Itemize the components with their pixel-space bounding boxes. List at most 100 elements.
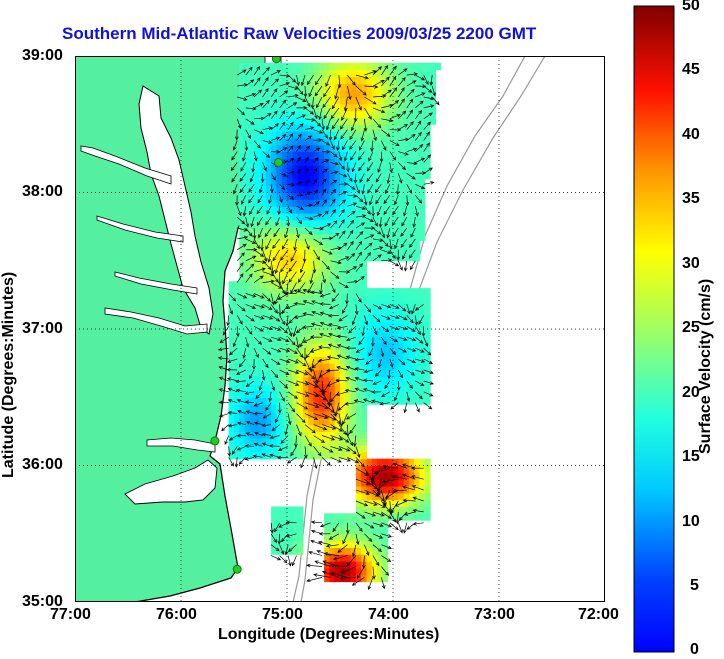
- velocity-cell: [313, 260, 320, 269]
- velocity-cell: [345, 404, 352, 412]
- velocity-vector: [397, 522, 403, 534]
- velocity-cell: [281, 363, 288, 371]
- velocity-cell: [414, 342, 421, 351]
- velocity-cell: [255, 158, 262, 166]
- velocity-cell: [271, 506, 277, 514]
- velocity-cell: [265, 363, 272, 371]
- velocity-cell: [239, 404, 246, 412]
- velocity-cell: [393, 499, 399, 507]
- velocity-cell: [419, 342, 426, 351]
- velocity-cell: [361, 574, 368, 583]
- velocity-cell: [234, 342, 240, 351]
- velocity-cell: [228, 329, 235, 337]
- velocity-cell: [265, 137, 272, 146]
- velocity-cell: [398, 322, 405, 330]
- velocity-cell: [329, 424, 336, 432]
- velocity-cell: [239, 397, 246, 405]
- velocity-cell: [382, 363, 389, 371]
- velocity-vector: [364, 205, 371, 215]
- velocity-vector: [228, 435, 238, 441]
- velocity-cell: [329, 281, 336, 289]
- velocity-cell: [329, 513, 336, 521]
- velocity-vector: [314, 74, 323, 86]
- velocity-vector: [322, 96, 331, 109]
- velocity-cell: [302, 226, 309, 234]
- velocity-cell: [244, 274, 251, 282]
- velocity-cell: [361, 110, 368, 118]
- velocity-vector: [321, 178, 327, 185]
- colorbar-tick-label: 30: [682, 255, 700, 272]
- velocity-cell: [361, 465, 368, 473]
- velocity-cell: [287, 185, 293, 194]
- velocity-cell: [318, 260, 325, 269]
- velocity-vector: [364, 85, 379, 89]
- velocity-cell: [308, 137, 315, 146]
- velocity-vector: [245, 129, 252, 140]
- velocity-cell: [361, 192, 368, 200]
- velocity-cell: [324, 144, 330, 153]
- velocity-vector: [287, 133, 294, 141]
- velocity-vector: [304, 145, 311, 152]
- velocity-cell: [355, 110, 362, 118]
- velocity-cell: [276, 219, 283, 228]
- velocity-cell: [340, 103, 346, 112]
- velocity-vector: [347, 252, 356, 262]
- velocity-cell: [377, 472, 383, 480]
- velocity-cell: [287, 131, 293, 139]
- velocity-vector: [330, 151, 338, 158]
- velocity-cell: [249, 424, 256, 432]
- velocity-cell: [244, 165, 251, 173]
- velocity-cell: [313, 226, 320, 234]
- velocity-cell: [318, 390, 325, 398]
- velocity-vector: [271, 149, 281, 154]
- velocity-cell: [419, 390, 426, 398]
- velocity-vector: [395, 511, 400, 525]
- velocity-vector: [344, 388, 356, 393]
- velocity-vector: [412, 217, 416, 228]
- velocity-cell: [382, 526, 389, 535]
- velocity-cell: [355, 240, 362, 248]
- velocity-cell: [414, 97, 421, 105]
- velocity-vector: [270, 173, 276, 181]
- velocity-cell: [382, 335, 389, 344]
- velocity-vector: [236, 421, 246, 426]
- velocity-vector: [253, 140, 261, 149]
- velocity-cell: [350, 342, 357, 351]
- velocity-cell: [276, 308, 283, 316]
- velocity-vector: [227, 410, 238, 415]
- velocity-cell: [361, 526, 368, 535]
- velocity-cell: [239, 315, 246, 323]
- velocity-cell: [371, 308, 378, 316]
- velocity-vector: [288, 85, 299, 90]
- velocity-vector: [362, 388, 373, 393]
- velocity-cell: [318, 329, 325, 337]
- velocity-vector: [351, 315, 357, 326]
- velocity-cell: [408, 110, 415, 118]
- velocity-cell: [249, 117, 256, 125]
- velocity-cell: [287, 158, 293, 166]
- velocity-cell: [355, 424, 362, 432]
- velocity-cell: [424, 308, 431, 316]
- velocity-vector: [304, 446, 308, 459]
- velocity-cell: [419, 479, 426, 487]
- velocity-vector: [355, 467, 369, 476]
- velocity-cell: [302, 288, 309, 296]
- velocity-cell: [287, 301, 293, 310]
- velocity-cell: [292, 253, 299, 262]
- velocity-cell: [297, 533, 304, 542]
- velocity-cell: [255, 124, 262, 132]
- velocity-cell: [408, 390, 415, 398]
- velocity-cell: [350, 288, 357, 296]
- velocity-cell: [371, 486, 378, 494]
- velocity-vector: [296, 216, 303, 225]
- velocity-cell: [276, 240, 283, 248]
- velocity-cell: [276, 110, 283, 118]
- velocity-cell: [334, 554, 341, 562]
- velocity-cell: [287, 213, 293, 221]
- velocity-vector: [321, 260, 330, 271]
- velocity-cell: [329, 62, 336, 71]
- velocity-cell: [403, 206, 410, 214]
- velocity-cell: [324, 438, 330, 446]
- velocity-cell: [271, 329, 277, 337]
- velocity-cell: [329, 83, 336, 91]
